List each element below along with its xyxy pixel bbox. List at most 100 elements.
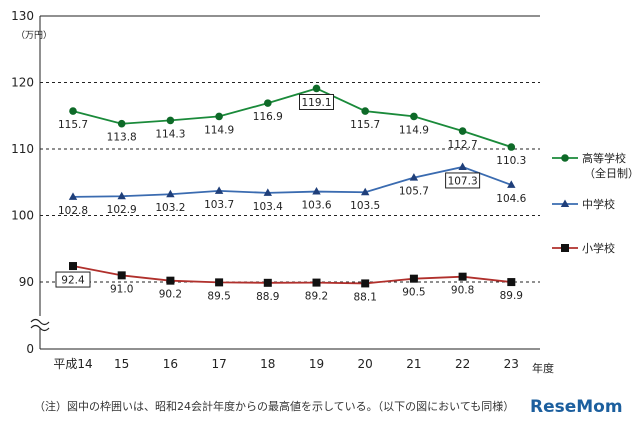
data-point: [166, 276, 175, 285]
legend-label: 高等学校: [582, 151, 626, 165]
data-label: 114.9: [204, 124, 234, 136]
highlight-box: [55, 271, 91, 288]
data-label: 116.9: [253, 111, 283, 123]
data-label: 103.4: [253, 201, 283, 213]
data-label: 92.4: [61, 275, 85, 287]
data-point: [312, 84, 321, 93]
data-point: [215, 278, 224, 287]
y-tick-label: 100: [11, 209, 34, 223]
x-tick-label: 23: [504, 357, 519, 371]
data-label: 115.7: [58, 119, 88, 131]
data-labels: 115.7 113.8 114.3 114.9 116.9 119.1 115.7 114.9…: [55, 93, 527, 303]
highlight-box: [299, 93, 334, 110]
footnote: （注）図中の枠囲いは、昭和24会計年度からの最高値を示している。（以下の図におい…: [34, 400, 515, 413]
legend-sublabel: （全日制）: [584, 166, 639, 180]
y-tick-label: 120: [11, 76, 34, 90]
gridlines: [40, 15, 540, 283]
legend-label: 小学校: [582, 241, 615, 255]
x-tick-label: 22: [455, 357, 470, 371]
data-point: [507, 143, 516, 151]
data-label: 88.9: [256, 291, 279, 303]
data-point: [263, 278, 272, 287]
data-point: [361, 187, 370, 196]
series-square: [69, 262, 516, 288]
data-point: [264, 99, 272, 107]
data-point: [507, 278, 516, 287]
legend-item: 小学校: [552, 241, 615, 255]
y-tick-label: 0: [26, 342, 34, 356]
data-point: [312, 187, 321, 195]
data-point: [166, 189, 175, 198]
data-point: [166, 116, 175, 125]
data-label: 114.9: [399, 124, 429, 136]
data-point: [117, 271, 126, 280]
data-point: [458, 127, 467, 135]
data-label: 89.9: [500, 290, 523, 302]
data-label: 103.6: [301, 200, 331, 212]
data-point: [409, 274, 418, 283]
data-label: 113.8: [107, 132, 137, 144]
data-label: 89.5: [207, 290, 230, 302]
x-tick-label: 18: [260, 357, 275, 371]
data-label: 90.5: [402, 287, 425, 299]
x-tick-label: 21: [406, 357, 421, 371]
legend-item: 中学校: [552, 197, 615, 211]
data-point: [409, 173, 419, 181]
x-tick-label: 16: [163, 357, 178, 371]
highlight-box: [445, 172, 481, 189]
data-label: 102.9: [107, 204, 137, 216]
line-chart: 0 90 100 110 120 130 （万円） 平成14 15 16 17 18 19 20 21 22 2…: [11, 9, 639, 375]
data-label: 90.2: [159, 289, 182, 301]
data-label: 107.3: [448, 175, 478, 187]
y-tick-label: 130: [11, 9, 34, 23]
data-point: [117, 119, 126, 128]
x-tick-label: 15: [114, 357, 129, 371]
data-label: 88.1: [354, 291, 377, 303]
data-point: [68, 192, 78, 200]
data-label: 112.7: [448, 139, 478, 151]
data-label: 114.3: [155, 128, 185, 140]
data-label: 89.2: [305, 291, 328, 303]
data-point: [312, 278, 321, 287]
legend-item: 高等学校（全日制）: [552, 151, 639, 180]
series-line: [72, 166, 512, 198]
data-label: 91.0: [110, 283, 133, 295]
logo-text: ReseMom: [530, 397, 623, 417]
data-label: 102.8: [58, 205, 88, 217]
resemom-logo: ReseMom: [530, 397, 623, 417]
series-lines: [68, 84, 516, 288]
data-point: [507, 180, 516, 188]
series-triangle: [68, 162, 516, 200]
legend-marker: [560, 199, 570, 207]
series-line: [72, 265, 512, 285]
data-point: [361, 107, 370, 115]
data-label: 104.6: [496, 193, 526, 205]
data-point: [69, 262, 77, 271]
data-label: 115.7: [350, 119, 380, 131]
data-label: 90.8: [451, 285, 474, 297]
data-point: [263, 188, 272, 196]
data-label: 103.5: [350, 200, 380, 212]
data-label: 103.7: [204, 199, 234, 211]
x-tick-label: 19: [309, 357, 324, 371]
data-label: 105.7: [399, 186, 429, 198]
data-label: 119.1: [301, 97, 331, 109]
data-label: 110.3: [496, 155, 526, 167]
data-point: [410, 112, 418, 121]
y-tick-label: 90: [19, 275, 34, 289]
data-point: [214, 186, 224, 194]
data-point: [458, 272, 467, 281]
data-point: [69, 107, 77, 115]
data-point: [117, 191, 126, 200]
axes: 0 90 100 110 120 130 （万円） 平成14 15 16 17 18 19 20 21 22 2…: [11, 9, 554, 375]
legend-marker: [561, 244, 569, 252]
data-label: 103.2: [155, 202, 185, 214]
x-unit-label: 年度: [532, 361, 554, 375]
y-unit-label: （万円）: [16, 30, 52, 41]
data-point: [361, 279, 370, 288]
legend-marker: [561, 154, 569, 162]
data-point: [458, 162, 467, 170]
x-tick-label: 17: [211, 357, 226, 371]
x-tick-label: 平成14: [53, 357, 92, 371]
series-line: [72, 87, 512, 148]
